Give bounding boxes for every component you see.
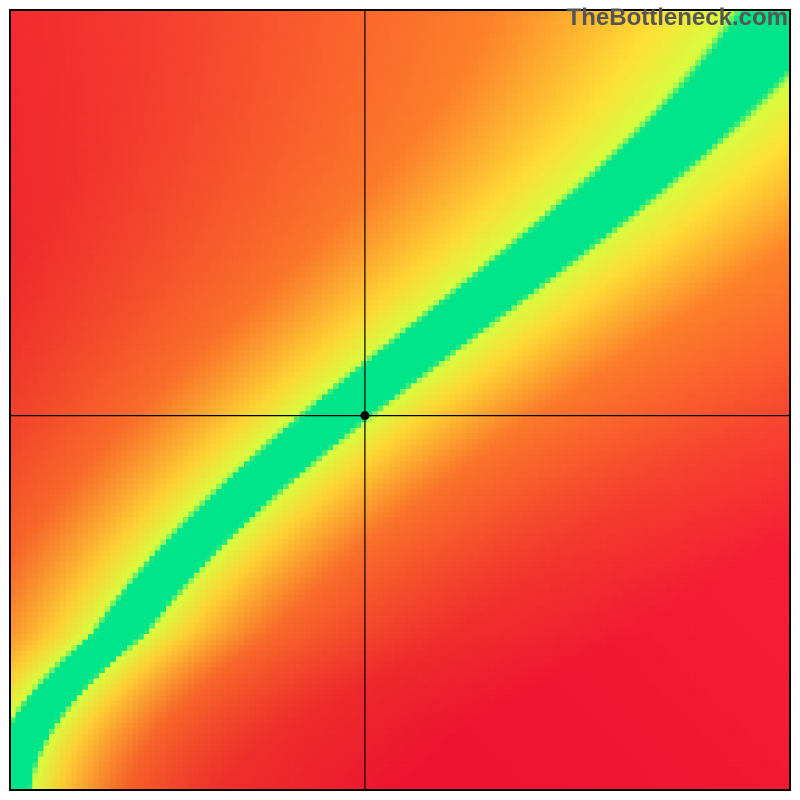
chart-container: TheBottleneck.com — [0, 0, 800, 800]
bottleneck-heatmap — [0, 0, 800, 800]
watermark-text: TheBottleneck.com — [567, 4, 788, 32]
